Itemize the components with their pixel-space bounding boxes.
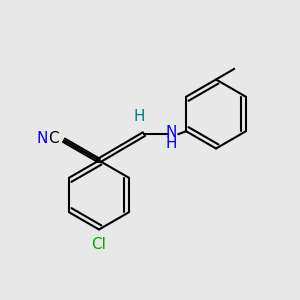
Text: N: N: [165, 125, 177, 140]
Text: H: H: [165, 136, 177, 151]
Text: H: H: [134, 110, 145, 124]
Text: Cl: Cl: [92, 237, 106, 252]
Text: N: N: [37, 131, 48, 146]
Text: C: C: [48, 131, 58, 146]
